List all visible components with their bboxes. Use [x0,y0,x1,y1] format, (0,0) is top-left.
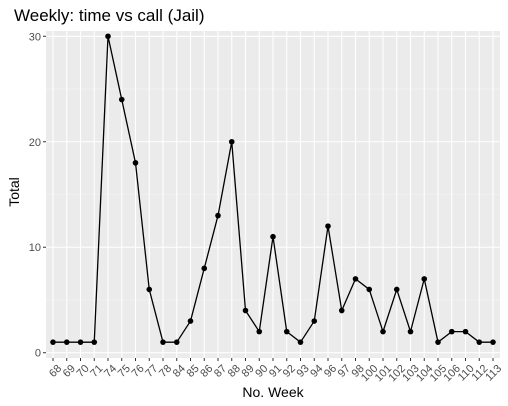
data-point [338,307,345,314]
y-tick-label: 0 [35,348,41,360]
major-gridlines [46,31,500,358]
data-point [77,339,84,345]
x-tick-label: 113 [483,363,504,384]
data-point [270,233,276,240]
chart-title: Weekly: time vs call (Jail) [14,6,205,25]
data-point [160,339,166,345]
data-point [366,286,373,293]
data-point [380,328,386,335]
data-point [435,339,441,345]
data-point [215,212,221,219]
y-tick-label: 30 [29,31,41,43]
data-point [421,276,428,282]
data-point [242,307,249,314]
data-point [146,286,153,293]
data-point [63,339,70,345]
data-point [132,160,139,166]
data-point [325,223,331,229]
data-point [311,318,318,324]
series-points-layer [50,33,496,345]
data-point [393,286,400,293]
data-point [462,328,469,335]
y-tick-label: 10 [29,242,41,254]
data-point [201,265,208,272]
data-point [283,328,290,335]
data-point [490,339,496,345]
data-point [187,318,194,324]
data-point [448,328,455,335]
x-axis: 6869707174757677788485868788899091929394… [47,358,504,384]
y-tick-label: 20 [29,137,41,149]
y-axis-title: Total [6,177,22,207]
data-point [50,339,56,345]
data-point [352,276,359,282]
data-point [228,138,235,145]
x-axis-title: No. Week [242,384,304,400]
data-point [256,328,263,335]
data-point [407,328,414,335]
data-point [173,339,180,345]
data-point [118,96,125,103]
data-point [476,339,483,345]
y-axis: 0 10 20 30 [29,31,46,360]
data-point [91,339,98,345]
data-point [297,339,304,345]
data-point [105,33,111,40]
